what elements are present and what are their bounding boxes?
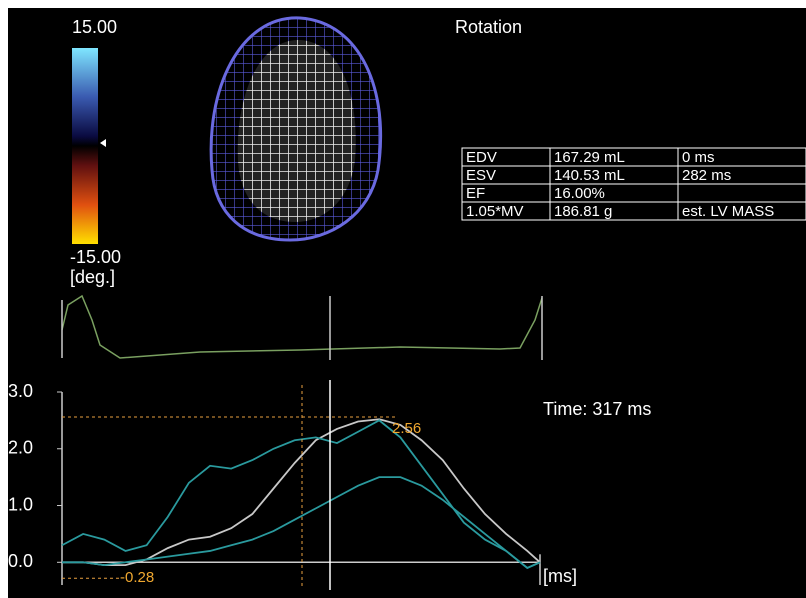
- time-label: Time: 317 ms: [543, 399, 651, 419]
- colorbar-max: 15.00: [72, 17, 117, 37]
- table-text: 0 ms: [682, 149, 715, 166]
- colorbar: [72, 48, 98, 244]
- table-text: 1.05*MV: [466, 203, 524, 220]
- y-tick-label: 1.0: [8, 494, 33, 514]
- lv-mesh: [211, 18, 380, 240]
- screen: 15.00 -15.00 [deg.] Rotation EDV 167.29 m…: [0, 0, 806, 598]
- y-tick-label: 3.0: [8, 381, 33, 401]
- background: [8, 8, 806, 598]
- table-text: 16.00%: [554, 185, 605, 202]
- y-tick-label: 2.0: [8, 438, 33, 458]
- table-text: est. LV MASS: [682, 203, 774, 220]
- min-label: -0.28: [120, 569, 154, 586]
- table-text: 186.81 g: [554, 203, 612, 220]
- x-axis-label: [ms]: [543, 566, 577, 586]
- table-text: 282 ms: [682, 167, 731, 184]
- table-text: EDV: [466, 149, 497, 166]
- page: 15.00 -15.00 [deg.] Rotation EDV 167.29 m…: [0, 0, 806, 598]
- max-label: 2.56: [392, 420, 421, 437]
- table-text: ESV: [466, 167, 496, 184]
- colorbar-unit: [deg.]: [70, 267, 115, 287]
- view-title: Rotation: [455, 17, 522, 37]
- table-text: 140.53 mL: [554, 167, 625, 184]
- y-tick-label: 0.0: [8, 551, 33, 571]
- colorbar-min: -15.00: [70, 247, 121, 267]
- table-text: EF: [466, 185, 485, 202]
- table-text: 167.29 mL: [554, 149, 625, 166]
